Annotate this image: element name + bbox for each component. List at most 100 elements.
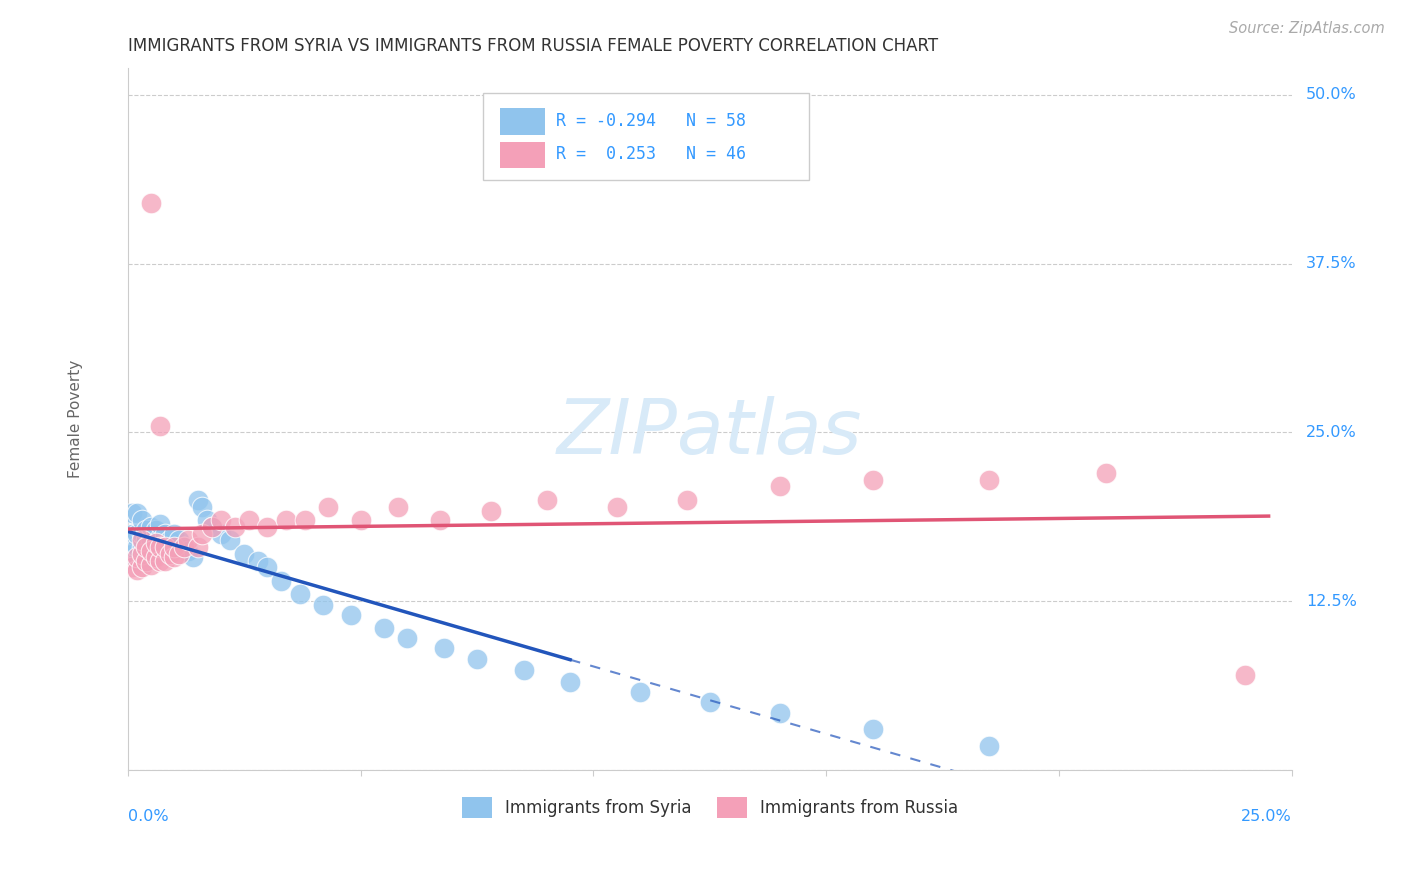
Point (979, 473, 1001, 487)
Point (149, 517, 172, 532)
Point (247, 554, 270, 568)
Point (131, 554, 153, 568)
Point (121, 507, 143, 521)
Point (862, 473, 884, 487)
Point (135, 533, 157, 548)
Point (373, 621, 395, 635)
Point (145, 536, 167, 550)
Point (135, 544, 157, 558)
Point (349, 513, 371, 527)
Point (145, 549, 167, 564)
Point (121, 560, 143, 574)
Point (121, 526, 143, 541)
Point (979, 739, 1001, 753)
Point (209, 513, 232, 527)
Point (769, 479, 792, 493)
Text: 25.0%: 25.0% (1241, 809, 1292, 823)
Point (145, 547, 167, 561)
Point (149, 418, 172, 433)
Point (135, 554, 157, 568)
Text: Female Poverty: Female Poverty (67, 359, 83, 478)
Point (387, 500, 409, 514)
Point (187, 493, 209, 508)
FancyBboxPatch shape (501, 142, 544, 169)
Point (139, 520, 162, 534)
Point (127, 540, 149, 554)
Point (153, 540, 176, 554)
Point (200, 520, 222, 534)
Point (159, 547, 181, 561)
Point (135, 523, 157, 537)
Point (191, 500, 214, 514)
Text: 50.0%: 50.0% (1306, 87, 1357, 103)
Point (127, 554, 149, 568)
Point (209, 526, 232, 541)
Point (396, 631, 419, 645)
Point (131, 513, 153, 527)
Point (139, 544, 162, 558)
Text: 12.5%: 12.5% (1306, 594, 1357, 608)
Point (465, 652, 488, 666)
Point (187, 540, 209, 554)
Point (536, 493, 558, 508)
Point (127, 526, 149, 541)
Point (153, 536, 176, 550)
Point (233, 547, 256, 561)
Point (1094, 466, 1116, 480)
Point (131, 526, 153, 541)
Point (163, 540, 186, 554)
Point (127, 563, 149, 577)
Point (139, 543, 162, 558)
Point (139, 533, 162, 548)
Point (195, 513, 218, 527)
Point (127, 549, 149, 564)
Point (167, 547, 190, 561)
Point (153, 554, 176, 568)
Point (219, 533, 242, 548)
Point (159, 533, 181, 548)
Point (139, 558, 162, 572)
Text: R =  0.253   N = 46: R = 0.253 N = 46 (557, 145, 747, 163)
Point (479, 504, 502, 518)
Point (149, 531, 172, 545)
Point (173, 540, 195, 554)
Point (135, 540, 157, 554)
Point (177, 533, 200, 548)
Point (163, 549, 186, 564)
Point (224, 520, 246, 534)
Point (560, 675, 582, 690)
Point (862, 723, 884, 737)
Point (153, 526, 176, 541)
Point (316, 500, 339, 514)
Text: 25.0%: 25.0% (1306, 425, 1357, 440)
Text: ZIPatlas: ZIPatlas (557, 396, 862, 470)
Point (181, 549, 204, 564)
Point (200, 520, 222, 534)
Point (163, 526, 186, 541)
Legend: Immigrants from Syria, Immigrants from Russia: Immigrants from Syria, Immigrants from R… (456, 790, 965, 825)
Point (139, 551, 162, 566)
Point (149, 540, 172, 554)
Text: 0.0%: 0.0% (128, 809, 169, 823)
Point (238, 513, 260, 527)
Point (145, 536, 167, 550)
Point (127, 507, 149, 521)
Point (628, 684, 651, 698)
FancyBboxPatch shape (482, 93, 808, 180)
Point (270, 574, 292, 588)
Point (312, 599, 335, 613)
Point (256, 560, 278, 574)
Point (167, 533, 190, 548)
Point (274, 513, 297, 527)
Point (131, 533, 153, 548)
Text: Source: ZipAtlas.com: Source: ZipAtlas.com (1229, 21, 1385, 36)
Point (163, 540, 186, 554)
Text: IMMIGRANTS FROM SYRIA VS IMMIGRANTS FROM RUSSIA FEMALE POVERTY CORRELATION CHART: IMMIGRANTS FROM SYRIA VS IMMIGRANTS FROM… (128, 37, 938, 55)
Point (699, 696, 721, 710)
Point (512, 663, 534, 677)
Text: R = -0.294   N = 58: R = -0.294 N = 58 (557, 112, 747, 129)
Point (173, 540, 195, 554)
Point (145, 523, 167, 537)
Point (121, 547, 143, 561)
Point (606, 500, 628, 514)
